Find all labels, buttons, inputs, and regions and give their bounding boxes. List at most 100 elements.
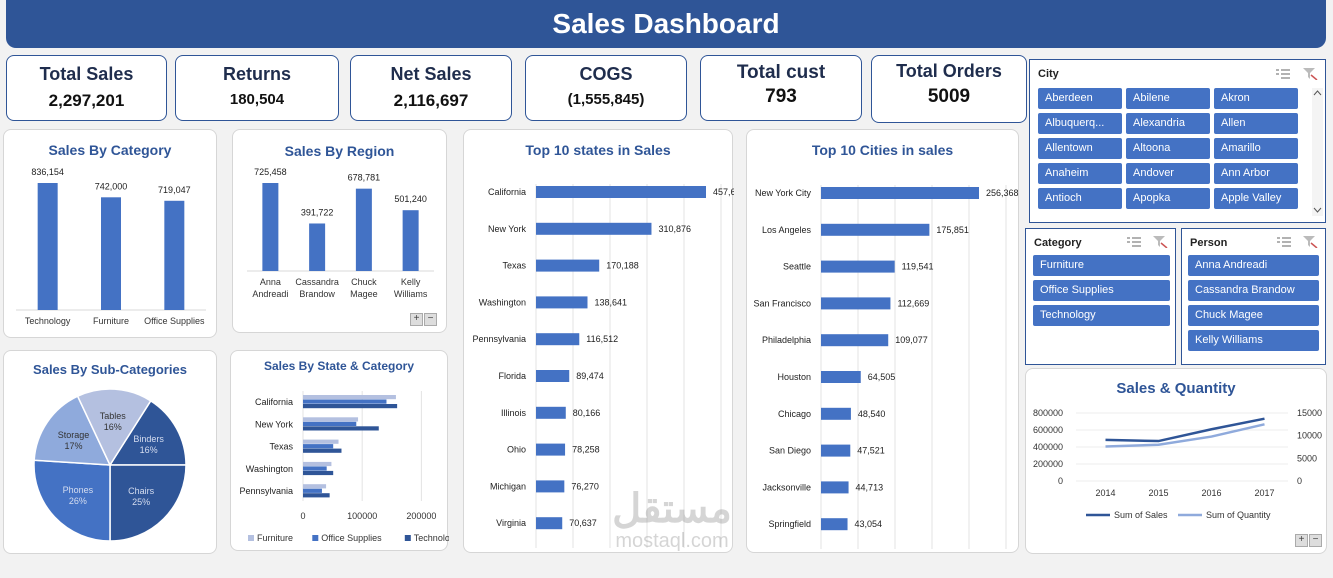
tick-label: 100000 [347, 511, 377, 521]
bar[interactable] [536, 259, 600, 272]
multi-select-icon[interactable] [1126, 235, 1142, 248]
bar[interactable] [821, 371, 861, 383]
category-label: Chuck [351, 277, 377, 287]
data-label: 76,270 [571, 481, 599, 491]
data-label: 138,641 [594, 297, 627, 307]
category-label: Kelly [401, 277, 421, 287]
bar[interactable] [164, 200, 185, 310]
bar[interactable] [303, 404, 398, 409]
pie-slice[interactable] [108, 399, 187, 466]
multi-select-icon[interactable] [1275, 67, 1291, 80]
slicer-item[interactable]: Anna Andreadi [1188, 255, 1319, 276]
slicer-item[interactable]: Aberdeen [1038, 88, 1122, 109]
bar[interactable] [536, 517, 563, 530]
pie-slice[interactable] [76, 388, 152, 467]
multi-select-icon[interactable] [1276, 235, 1292, 248]
pie-slice[interactable] [33, 395, 112, 466]
bar[interactable] [821, 223, 930, 236]
slicer-item[interactable]: Akron [1214, 88, 1298, 109]
bar[interactable] [821, 481, 849, 494]
bar[interactable] [536, 480, 565, 493]
slicer-item[interactable]: Allentown [1038, 138, 1122, 159]
slicer-item[interactable]: Altoona [1126, 138, 1210, 159]
bar[interactable] [303, 461, 332, 467]
sales-quantity-card: Sales & Quantity 800000 600000 400000 20000… [1025, 368, 1327, 554]
expand-button[interactable]: + [1295, 534, 1308, 547]
collapse-button[interactable]: − [1309, 534, 1322, 547]
bar[interactable] [303, 470, 334, 476]
expand-button[interactable]: + [410, 313, 423, 326]
bar[interactable] [101, 197, 121, 310]
bar[interactable] [821, 444, 851, 457]
slicer-item[interactable]: Abilene [1126, 88, 1210, 109]
slicer-item[interactable]: Andover [1126, 163, 1210, 184]
category-label: Washington [479, 297, 526, 307]
bar[interactable] [536, 406, 566, 419]
slicer-item[interactable]: Chuck Magee [1188, 305, 1319, 326]
bar[interactable] [536, 186, 706, 198]
bar[interactable] [303, 448, 342, 453]
pie-slice[interactable] [109, 464, 187, 542]
slicer-item[interactable]: Anaheim [1038, 163, 1122, 184]
bar[interactable] [37, 183, 58, 310]
watermark-arabic: مستقل [612, 487, 732, 531]
bar[interactable] [821, 260, 895, 273]
bar[interactable] [262, 183, 279, 271]
bar[interactable] [303, 439, 339, 444]
bar[interactable] [303, 421, 357, 426]
slicer-item[interactable]: Albuquerq... [1038, 113, 1122, 134]
bar[interactable] [536, 222, 652, 235]
data-label: 170,188 [606, 261, 639, 271]
bar[interactable] [821, 334, 889, 347]
slicer-item[interactable]: Ann Arbor [1214, 163, 1298, 184]
bar[interactable] [536, 443, 566, 456]
bar[interactable] [402, 210, 419, 271]
slicer-item[interactable]: Alexandria [1126, 113, 1210, 134]
bar[interactable] [303, 444, 334, 449]
pie-slice[interactable] [33, 459, 111, 542]
slicer-item[interactable]: Kelly Williams [1188, 330, 1319, 351]
bar[interactable] [821, 518, 848, 531]
clear-filter-icon[interactable] [1152, 235, 1168, 248]
watermark-latin: mostaql.com [615, 530, 729, 552]
legend-label: Office Supplies [321, 533, 382, 543]
bar[interactable] [821, 407, 851, 420]
bar[interactable] [355, 188, 372, 271]
series-line[interactable] [1105, 417, 1265, 443]
slicer-item[interactable]: Apple Valley [1214, 188, 1298, 209]
bar[interactable] [303, 399, 387, 404]
slicer-title: Category [1034, 237, 1082, 249]
bar[interactable] [821, 187, 979, 199]
clear-filter-icon[interactable] [1302, 67, 1318, 80]
bar[interactable] [309, 223, 326, 271]
clear-filter-icon[interactable] [1302, 235, 1318, 248]
bar[interactable] [821, 297, 891, 310]
bar[interactable] [303, 466, 327, 471]
data-label: 175,851 [936, 225, 969, 235]
bar[interactable] [303, 488, 322, 493]
bar[interactable] [303, 426, 379, 431]
slicer-item[interactable]: Apopka [1126, 188, 1210, 209]
bar[interactable] [536, 370, 570, 382]
slicer-item[interactable]: Technology [1033, 305, 1170, 326]
slicer-scrollbar[interactable] [1312, 88, 1323, 216]
slicer-item[interactable]: Allen [1214, 113, 1298, 134]
bar[interactable] [303, 395, 396, 400]
slicer-item[interactable]: Office Supplies [1033, 280, 1170, 301]
bar[interactable] [536, 296, 588, 309]
chart-title: Sales By Category [48, 142, 172, 158]
bar[interactable] [536, 333, 580, 346]
slicer-item[interactable]: Cassandra Brandow [1188, 280, 1319, 301]
sales-by-state-category-chart: 0 100000 200000 California New York Texas Wash… [239, 391, 449, 543]
y2-tick-label: 10000 [1297, 431, 1322, 441]
slicer-item[interactable]: Antioch [1038, 188, 1122, 209]
data-label: 742,000 [95, 181, 128, 191]
bar[interactable] [303, 493, 330, 498]
collapse-button[interactable]: − [424, 313, 437, 326]
kpi-total-orders: Total Orders 5009 [871, 55, 1027, 123]
series-line[interactable] [1105, 423, 1265, 448]
slicer-item[interactable]: Amarillo [1214, 138, 1298, 159]
slicer-item[interactable]: Furniture [1033, 255, 1170, 276]
bar[interactable] [303, 484, 327, 489]
bar[interactable] [303, 417, 359, 422]
